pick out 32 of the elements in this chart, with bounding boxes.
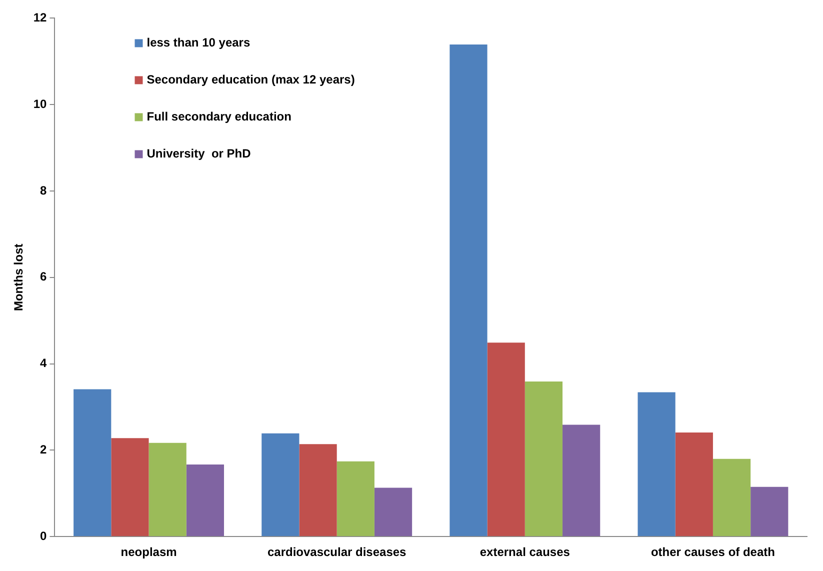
bar: [524, 382, 563, 536]
legend-label: less than 10 years: [146, 36, 250, 50]
y-tick-label: 10: [33, 96, 48, 111]
bar: [299, 444, 337, 536]
bar: [262, 433, 300, 536]
bar: [450, 44, 488, 536]
bar: [336, 461, 374, 536]
y-tick-label: 2: [40, 442, 48, 457]
bar: [562, 424, 600, 536]
y-tick-label: 12: [33, 10, 48, 25]
y-tick-label: 0: [40, 528, 48, 543]
bar: [675, 432, 713, 536]
y-tick-label: 4: [40, 356, 48, 370]
x-tick-label: external causes: [480, 545, 570, 560]
legend-label: Secondary education (max 12 years): [146, 72, 355, 87]
bar: [638, 392, 676, 536]
bar: [750, 486, 788, 536]
bar: [487, 342, 525, 536]
legend-label: University or PhD: [146, 146, 252, 161]
y-tick-label: 6: [40, 270, 48, 284]
bar: [712, 458, 751, 536]
x-tick-label: neoplasm: [120, 545, 177, 560]
y-tick-label: 8: [40, 183, 48, 198]
bar: [186, 464, 224, 536]
x-tick-label: other causes of death: [650, 545, 775, 560]
y-axis-title: Months lost: [12, 244, 26, 312]
bar: [111, 438, 149, 536]
bar: [374, 488, 412, 536]
bar: [74, 389, 112, 536]
bar: [148, 442, 186, 536]
x-tick-label: cardiovascular diseases: [267, 545, 407, 560]
legend-label: Full secondary education: [146, 110, 292, 124]
